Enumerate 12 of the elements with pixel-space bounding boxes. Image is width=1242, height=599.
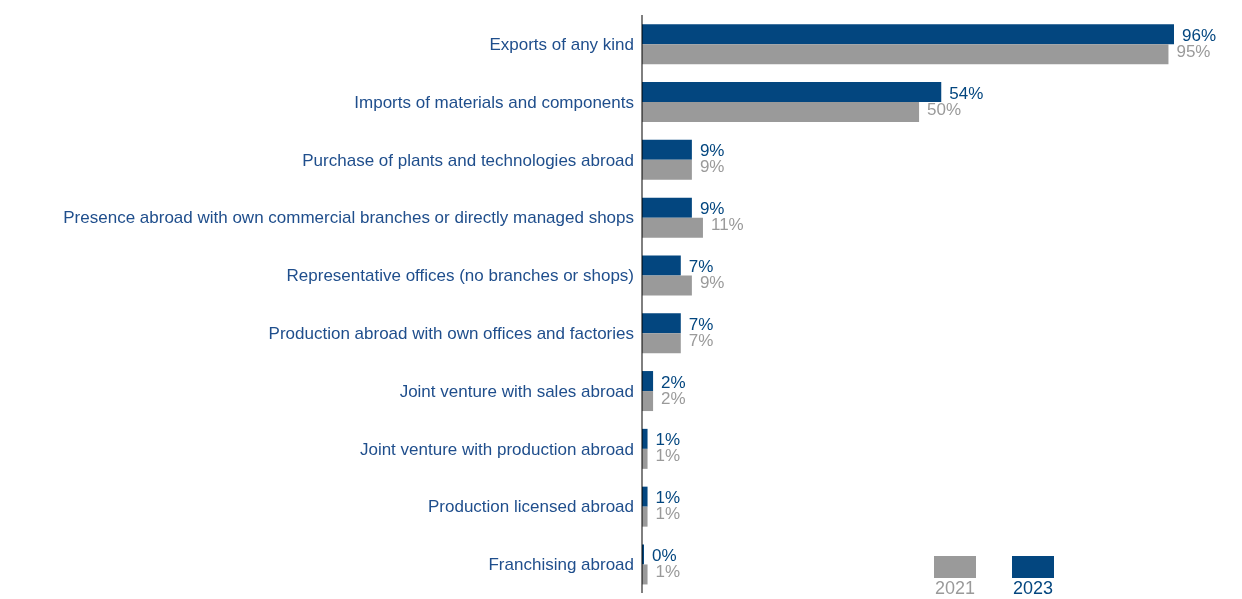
y-tick-label: Presence abroad with own commercial branches or directly managed shops bbox=[63, 208, 634, 228]
legend-label: 2021 bbox=[934, 578, 976, 599]
y-tick-label: Imports of materials and components bbox=[354, 92, 634, 112]
y-tick-label: Franchising abroad bbox=[488, 555, 634, 575]
y-tick-label: Exports of any kind bbox=[489, 34, 634, 54]
y-tick-label: Joint venture with sales abroad bbox=[399, 381, 634, 401]
y-tick-label: Production licensed abroad bbox=[427, 497, 634, 517]
legend-label: 2023 bbox=[1012, 578, 1054, 599]
y-tick-label: Representative offices (no branches or shops) bbox=[286, 266, 634, 286]
y-tick-label: Joint venture with production abroad bbox=[359, 439, 634, 459]
y-tick-label: Purchase of plants and technologies abroad bbox=[302, 150, 634, 170]
y-tick-label: Production abroad with own offices and factories bbox=[268, 323, 634, 343]
